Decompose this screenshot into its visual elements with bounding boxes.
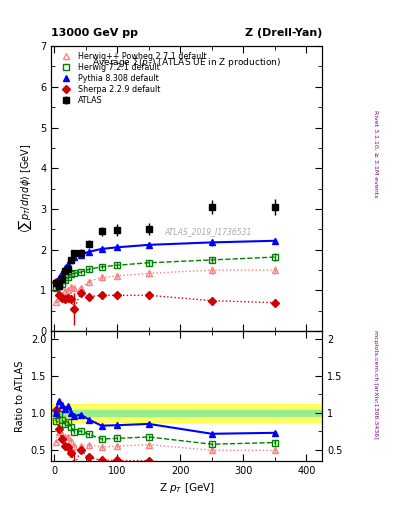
Pythia 8.308 default (147, 242, 151, 248)
Herwig 7.2.1 default (66, 274, 70, 281)
Text: mcplots.cern.ch [arXiv:1306.3436]: mcplots.cern.ch [arXiv:1306.3436] (373, 330, 378, 438)
Herwig++ Powheg 2.7.1 default (209, 267, 214, 273)
Sherpa 2.2.9 default (86, 293, 91, 300)
Sherpa 2.2.9 default (66, 295, 70, 301)
Sherpa 2.2.9 default (69, 295, 73, 302)
Text: Average $\Sigma(p_T)$ (ATLAS UE in Z production): Average $\Sigma(p_T)$ (ATLAS UE in Z pro… (92, 56, 281, 69)
Pythia 8.308 default (66, 261, 70, 267)
Pythia 8.308 default (209, 239, 214, 245)
Sherpa 2.2.9 default (59, 295, 64, 301)
Herwig++ Powheg 2.7.1 default (62, 288, 67, 294)
Herwig 7.2.1 default (147, 260, 151, 266)
Line: Pythia 8.308 default: Pythia 8.308 default (52, 238, 278, 286)
Text: Z (Drell-Yan): Z (Drell-Yan) (245, 28, 322, 38)
Sherpa 2.2.9 default (72, 306, 77, 312)
Herwig++ Powheg 2.7.1 default (273, 267, 277, 273)
Pythia 8.308 default (273, 238, 277, 244)
Sherpa 2.2.9 default (209, 297, 214, 304)
Herwig 7.2.1 default (115, 262, 119, 268)
Herwig++ Powheg 2.7.1 default (78, 285, 83, 291)
Pythia 8.308 default (53, 280, 58, 286)
Pythia 8.308 default (86, 249, 91, 255)
Pythia 8.308 default (99, 246, 104, 252)
Herwig++ Powheg 2.7.1 default (147, 270, 151, 276)
Pythia 8.308 default (69, 257, 73, 263)
Herwig++ Powheg 2.7.1 default (69, 284, 73, 290)
Line: Sherpa 2.2.9 default: Sherpa 2.2.9 default (53, 279, 278, 312)
Line: Herwig++ Powheg 2.7.1 default: Herwig++ Powheg 2.7.1 default (52, 267, 278, 305)
Herwig 7.2.1 default (59, 281, 64, 287)
Y-axis label: Ratio to ATLAS: Ratio to ATLAS (15, 360, 25, 432)
Herwig 7.2.1 default (53, 285, 58, 291)
X-axis label: Z $p_T$ [GeV]: Z $p_T$ [GeV] (159, 481, 215, 495)
Herwig 7.2.1 default (99, 264, 104, 270)
Herwig++ Powheg 2.7.1 default (53, 299, 58, 305)
Herwig 7.2.1 default (273, 254, 277, 260)
Sherpa 2.2.9 default (78, 289, 83, 295)
Herwig 7.2.1 default (78, 269, 83, 275)
Sherpa 2.2.9 default (147, 292, 151, 298)
Sherpa 2.2.9 default (56, 292, 61, 298)
Pythia 8.308 default (62, 265, 67, 271)
Herwig++ Powheg 2.7.1 default (56, 295, 61, 301)
Text: 13000 GeV pp: 13000 GeV pp (51, 28, 138, 38)
Herwig++ Powheg 2.7.1 default (115, 273, 119, 279)
Pythia 8.308 default (59, 270, 64, 276)
Text: ATLAS_2019_I1736531: ATLAS_2019_I1736531 (165, 227, 252, 236)
Sherpa 2.2.9 default (115, 292, 119, 298)
Herwig 7.2.1 default (209, 257, 214, 263)
Line: Herwig 7.2.1 default: Herwig 7.2.1 default (52, 254, 278, 291)
Herwig 7.2.1 default (62, 277, 67, 283)
Legend: Herwig++ Powheg 2.7.1 default, Herwig 7.2.1 default, Pythia 8.308 default, Sherp: Herwig++ Powheg 2.7.1 default, Herwig 7.… (55, 50, 208, 106)
Pythia 8.308 default (56, 275, 61, 281)
Herwig++ Powheg 2.7.1 default (66, 287, 70, 293)
Herwig++ Powheg 2.7.1 default (72, 285, 77, 291)
Herwig++ Powheg 2.7.1 default (59, 291, 64, 297)
Herwig++ Powheg 2.7.1 default (86, 279, 91, 285)
Sherpa 2.2.9 default (273, 300, 277, 306)
Pythia 8.308 default (115, 244, 119, 250)
Sherpa 2.2.9 default (53, 279, 58, 285)
Sherpa 2.2.9 default (99, 292, 104, 298)
Sherpa 2.2.9 default (62, 295, 67, 302)
Text: Rivet 3.1.10, ≥ 3.1M events: Rivet 3.1.10, ≥ 3.1M events (373, 110, 378, 197)
Pythia 8.308 default (78, 251, 83, 258)
Y-axis label: $\langle\sum p_T/d\eta\, d\phi\rangle$ [GeV]: $\langle\sum p_T/d\eta\, d\phi\rangle$ [… (17, 144, 35, 233)
Herwig 7.2.1 default (56, 283, 61, 289)
Herwig 7.2.1 default (72, 270, 77, 276)
Herwig 7.2.1 default (86, 266, 91, 272)
Herwig 7.2.1 default (69, 271, 73, 278)
Pythia 8.308 default (72, 254, 77, 260)
Herwig++ Powheg 2.7.1 default (99, 274, 104, 281)
